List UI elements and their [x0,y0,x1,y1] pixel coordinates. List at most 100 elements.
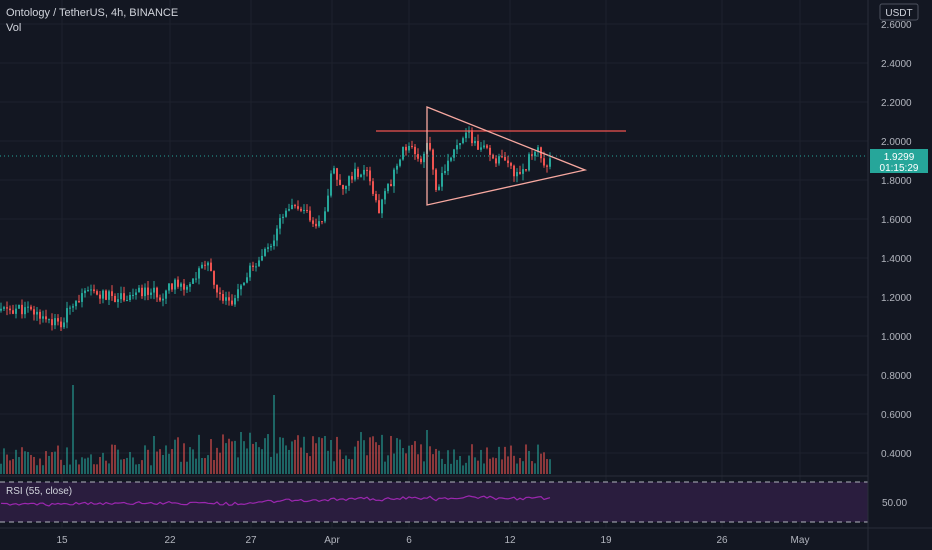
volume-bar [81,457,83,474]
volume-bar [495,458,497,474]
currency-badge-box[interactable] [879,3,919,21]
volume-bar [264,438,266,474]
volume-bar [300,447,302,474]
volume-bars [0,385,551,474]
volume-bar [360,432,362,474]
volume-bar [384,461,386,474]
volume-bar [186,461,188,474]
volume-bar [255,442,257,474]
candle-body [243,282,245,286]
volume-bar [216,447,218,474]
candle-body [27,306,29,308]
volume-bar [285,445,287,474]
candle-body [351,176,353,180]
candle-body [528,154,530,171]
candle-body [21,304,23,315]
volume-bar [63,465,65,474]
volume-bar [66,447,68,474]
volume-bar [492,457,494,474]
volume-bar [429,446,431,474]
volume-bar [30,454,32,474]
volume-bar [282,437,284,474]
volume-bar [108,463,110,474]
candle-body [300,208,302,211]
volume-bar [351,459,353,474]
price-tick-label: 0.8000 [881,371,912,382]
candle-body [87,290,89,292]
candle-body [117,299,119,302]
candle-body [405,146,407,151]
volume-bar [102,452,104,474]
candle-body [36,311,38,315]
candle-body [318,221,320,227]
volume-bar [222,434,224,474]
candle-body [375,193,377,201]
candle-body [138,287,140,293]
candles [0,126,551,331]
volume-label[interactable]: Vol [6,22,21,34]
candle-body [216,284,218,293]
last-price-value: 1.9299 [884,152,915,163]
symbol-title[interactable]: Ontology / TetherUS, 4h, BINANCE [6,7,178,19]
volume-bar [231,441,233,474]
candle-body [48,319,50,321]
price-axis[interactable] [868,0,932,550]
candle-body [168,283,170,291]
time-tick-label: 22 [164,535,176,546]
volume-bar [24,451,26,474]
volume-bar [468,455,470,474]
candle-body [210,262,212,272]
candle-body [378,200,380,214]
volume-bar [99,457,101,474]
volume-bar [369,437,371,474]
candle-body [129,294,131,300]
volume-bar [348,458,350,474]
candle-body [180,283,182,287]
price-tick-label: 2.0000 [881,137,912,148]
time-tick-label: Apr [324,535,340,546]
volume-bar [531,461,533,474]
candle-body [363,169,365,175]
candle-body [321,221,323,223]
candle-body [477,140,479,150]
price-tick-label: 1.6000 [881,215,912,226]
volume-bar [84,458,86,474]
volume-bar [330,440,332,474]
candle-body [267,247,269,249]
candle-body [297,206,299,209]
volume-bar [414,441,416,474]
symmetrical-triangle[interactable] [426,106,588,206]
volume-bar [27,451,29,474]
time-axis[interactable] [0,528,932,550]
candle-body [174,279,176,290]
candle-body [309,210,311,221]
volume-bar [33,456,35,474]
volume-bar [519,458,521,474]
candle-body [135,292,137,295]
candle-body [348,176,350,186]
volume-bar [111,444,113,474]
volume-bar [402,447,404,474]
volume-bar [207,455,209,474]
volume-bar [318,437,320,474]
rsi-label[interactable]: RSI (55, close) [6,486,72,497]
volume-bar [441,458,443,474]
candle-body [147,287,149,295]
volume-bar [501,459,503,474]
volume-bar [54,451,56,474]
candle-body [396,165,398,170]
candle-body [513,165,515,177]
candle-body [93,289,95,292]
candle-body [288,209,290,211]
candle-body [252,265,254,267]
candle-body [108,291,110,300]
candle-body [342,184,344,190]
candle-body [207,262,209,266]
volume-bar [219,452,221,474]
volume-bar [444,464,446,474]
candle-body [534,151,536,157]
candle-body [459,143,461,146]
candle-body [306,209,308,211]
volume-bar [183,443,185,474]
